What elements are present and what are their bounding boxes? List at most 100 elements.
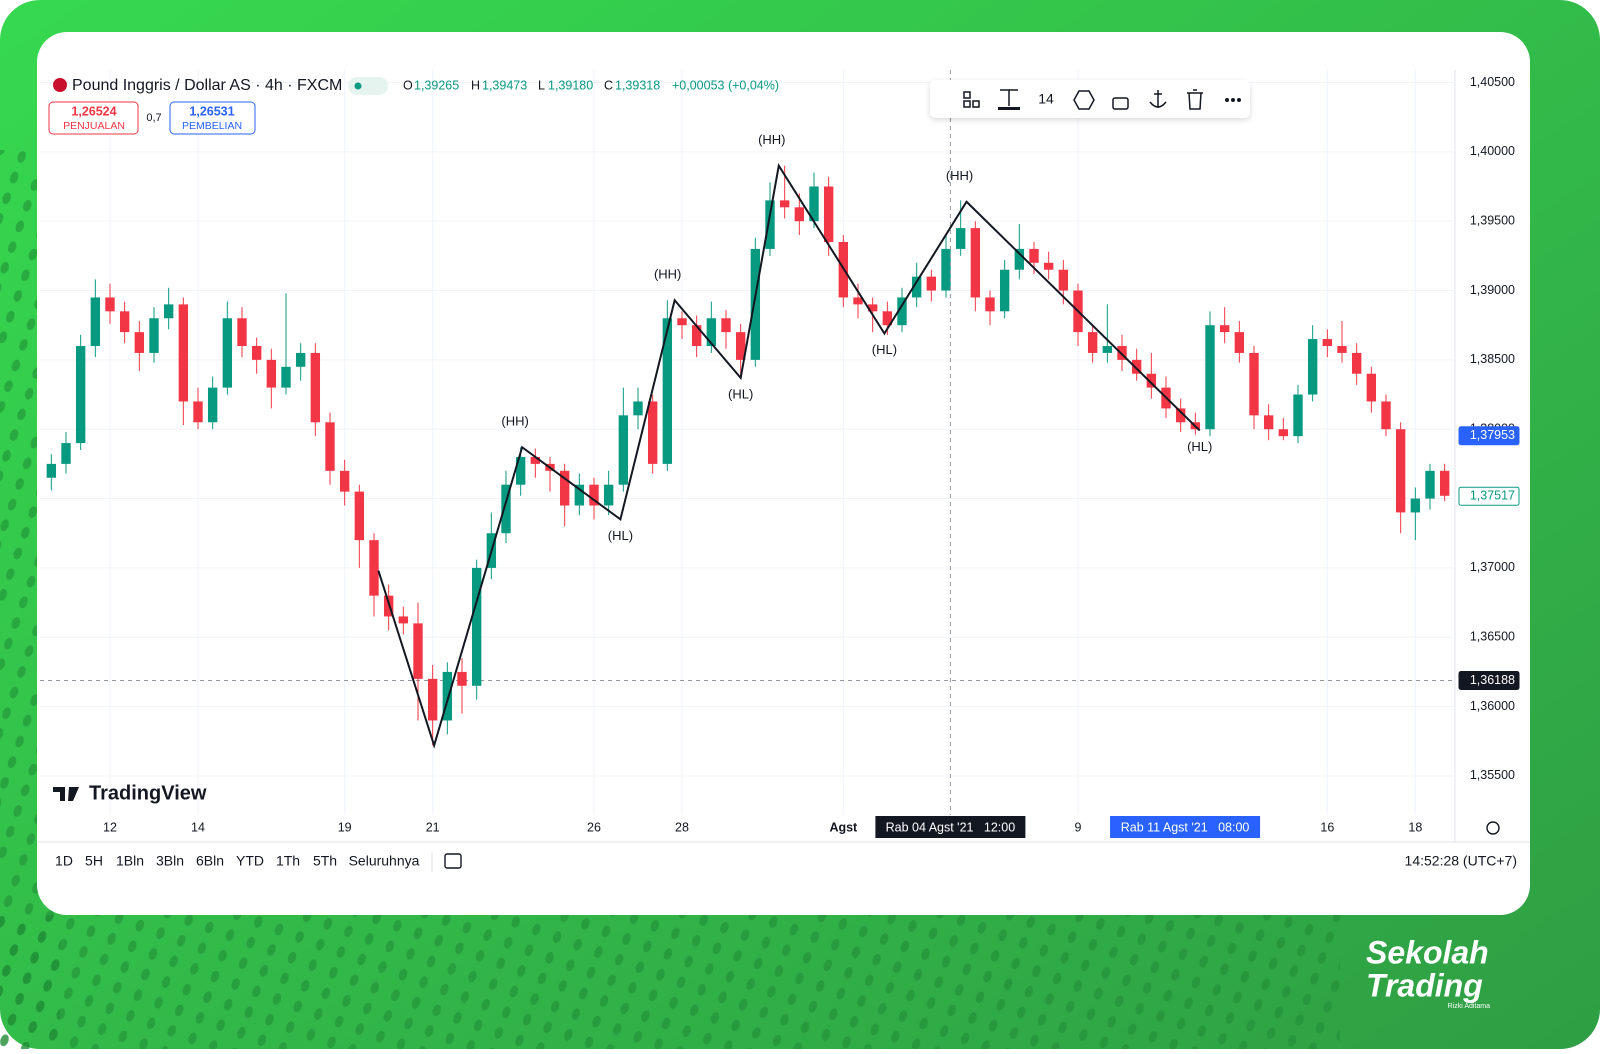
candle-body <box>1381 401 1391 430</box>
candle-body <box>1219 325 1230 333</box>
candle-body <box>926 276 937 291</box>
icon-templates <box>963 100 971 108</box>
candle-body <box>310 352 321 423</box>
candle-body <box>1307 339 1318 395</box>
icon-delete[interactable] <box>1187 89 1203 110</box>
icon-settings[interactable] <box>1073 90 1095 110</box>
icon-anchor[interactable] <box>1149 90 1167 108</box>
clock: 14:52:28 (UTC+7) <box>1405 853 1517 869</box>
y-tick-label: 1,40500 <box>1470 75 1515 89</box>
candle-body <box>1234 332 1245 353</box>
candle-body <box>1249 352 1259 416</box>
candle-body <box>61 443 71 464</box>
candle-body <box>867 304 878 312</box>
candle-body <box>339 470 350 492</box>
candle-body <box>325 422 335 471</box>
y-tick-label: 1,35500 <box>1470 768 1515 782</box>
candle-body <box>1293 394 1303 437</box>
swing-label: (HH) <box>946 168 973 183</box>
symbol: Pound Inggris / Dollar AS · 4h · FXCM <box>72 77 342 94</box>
candle-body <box>559 470 570 506</box>
spread: 0,7 <box>146 112 161 124</box>
icon-settings[interactable] <box>1486 821 1500 835</box>
time-marker-label: Rab 11 Agst '21 08:00 <box>1121 820 1250 834</box>
range-button[interactable]: 1Bln <box>116 853 144 869</box>
candle-body <box>1205 325 1215 430</box>
icon-templates <box>972 100 980 108</box>
range-button[interactable]: YTD <box>236 853 264 869</box>
sell-label: PENJUALAN <box>63 120 125 132</box>
buy-button[interactable] <box>169 101 256 135</box>
x-tick-label: 9 <box>1075 820 1082 834</box>
candle-body <box>589 484 599 506</box>
candle-body <box>1425 470 1435 499</box>
icon-more[interactable] <box>1225 98 1229 102</box>
buy-price: 1,26531 <box>189 104 234 118</box>
candle-body <box>149 318 159 353</box>
watermark: TradingView <box>89 782 207 804</box>
time-marker-label: Rab 04 Agst '21 12:00 <box>886 820 1016 834</box>
icon-lock[interactable] <box>1112 97 1129 110</box>
brand: Trading <box>1366 967 1483 1003</box>
range-button[interactable]: 1Th <box>276 853 300 869</box>
price-marker <box>1458 671 1520 691</box>
zigzag-line <box>377 162 1201 749</box>
icon-date-range[interactable] <box>444 853 462 869</box>
candle-body <box>1439 470 1450 496</box>
swing-label: (HL) <box>872 342 897 357</box>
candle-body <box>677 318 687 326</box>
x-tick-label: 26 <box>587 820 601 834</box>
text-color-bar <box>998 107 1020 110</box>
candle-body <box>779 200 790 208</box>
icon-text[interactable] <box>1000 89 1018 106</box>
range-button[interactable]: 5H <box>85 853 103 869</box>
candle-body <box>1337 345 1347 353</box>
price-marker <box>1458 426 1520 446</box>
range-button[interactable]: 3Bln <box>156 853 184 869</box>
candle-body <box>471 567 482 686</box>
candle-body <box>295 352 306 367</box>
candle-body <box>369 540 379 596</box>
swing-label: (HL) <box>728 386 753 401</box>
candle-body <box>941 248 951 291</box>
x-tick-label: 16 <box>1320 820 1334 834</box>
x-tick-label: 21 <box>426 820 440 834</box>
candle-body <box>853 297 863 305</box>
drawing-toolbar <box>930 80 1250 118</box>
candle-body <box>955 228 966 249</box>
candle-body <box>1395 429 1406 513</box>
ohlc-key: L <box>538 78 545 92</box>
brand-author: Rizki Aditama <box>1448 1003 1491 1010</box>
candle-body <box>90 297 101 346</box>
candle-body <box>735 332 746 360</box>
candle-body <box>1410 498 1421 513</box>
candle-body <box>1058 269 1069 291</box>
range-button[interactable]: Seluruhnya <box>349 853 420 869</box>
time-marker <box>1110 816 1261 838</box>
candle-body <box>706 318 717 346</box>
swing-label: (HH) <box>654 267 681 282</box>
x-tick-label: 19 <box>338 820 352 834</box>
icon-templates[interactable] <box>963 91 971 99</box>
y-tick-label: 1,39500 <box>1470 213 1515 227</box>
range-button[interactable]: 1D <box>55 853 73 869</box>
time-marker <box>875 816 1026 838</box>
panel <box>37 32 1530 915</box>
candle-body <box>1175 408 1186 423</box>
x-tick-label: 28 <box>675 820 689 834</box>
candle-body <box>163 304 174 319</box>
candle-body <box>1087 332 1098 353</box>
candle-body <box>970 228 981 298</box>
range-button[interactable]: 5Th <box>313 853 337 869</box>
status-pill[interactable] <box>348 77 388 95</box>
candle-body <box>911 276 922 298</box>
y-tick-label: 1,36500 <box>1470 630 1515 644</box>
font-size[interactable]: 14 <box>1038 91 1054 107</box>
icon-more <box>1231 98 1235 102</box>
sell-button[interactable] <box>48 101 139 135</box>
range-button[interactable]: 6Bln <box>196 853 224 869</box>
ohlc-value: 1,39473 <box>482 78 527 92</box>
candle-body <box>457 671 467 686</box>
candle-body <box>1131 359 1142 374</box>
